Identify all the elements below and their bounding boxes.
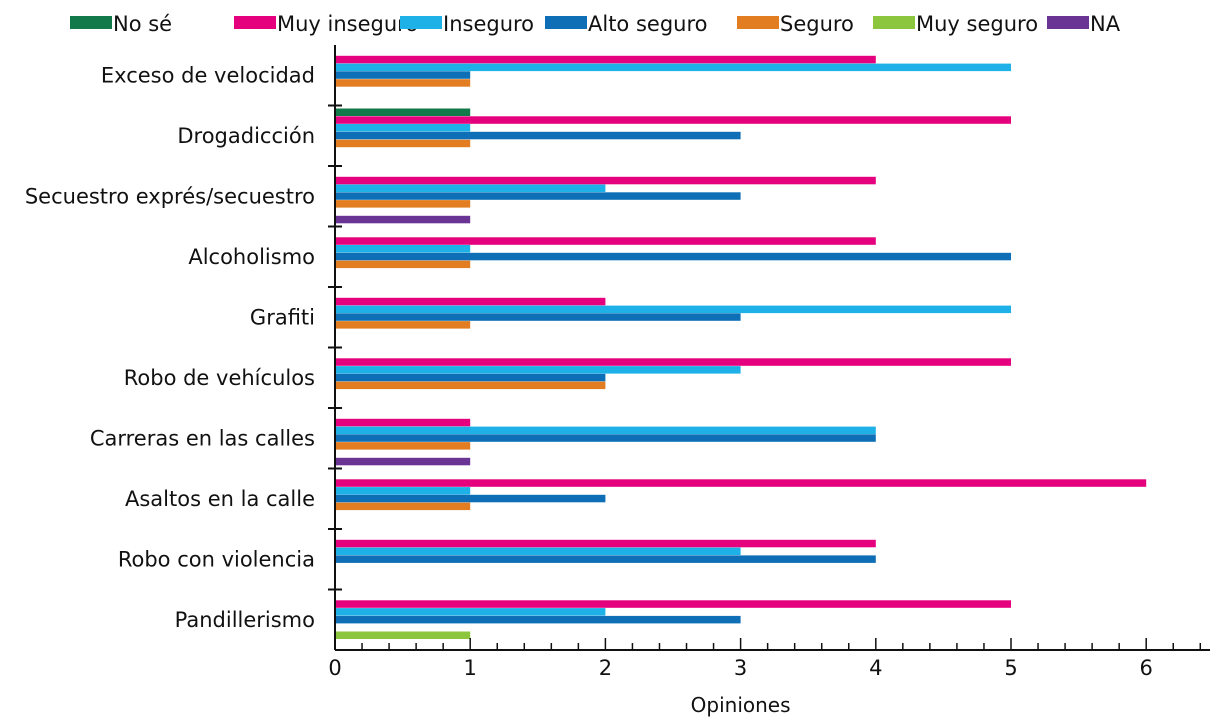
bar <box>335 487 471 495</box>
bar <box>335 131 741 140</box>
legend-swatch <box>70 16 112 29</box>
category-label: Alcoholismo <box>188 245 315 269</box>
legend-label: NA <box>1090 12 1121 36</box>
bar <box>335 502 471 511</box>
bar <box>335 245 471 253</box>
bar <box>335 200 471 208</box>
legend-label: Muy inseguro <box>277 12 418 36</box>
category-label: Pandillerismo <box>175 608 315 632</box>
x-tick-label: 4 <box>869 656 882 680</box>
bar <box>335 63 1011 72</box>
bar <box>335 457 471 466</box>
bar <box>335 494 606 503</box>
bar <box>335 418 471 427</box>
category-label: Drogadicción <box>177 124 315 148</box>
bar <box>335 139 471 148</box>
category-label: Secuestro exprés/secuestro <box>25 184 315 208</box>
bar <box>335 124 471 132</box>
bar <box>335 381 606 390</box>
legend-label: Inseguro <box>443 12 534 36</box>
bar <box>335 547 741 556</box>
bar <box>335 366 741 374</box>
bar <box>335 442 471 450</box>
bar <box>335 184 606 192</box>
category-labels: Exceso de velocidad Drogadicción Secuestro… <box>25 63 342 632</box>
bar <box>335 479 1147 487</box>
legend-swatch <box>1047 16 1089 29</box>
bar <box>335 615 741 624</box>
bar <box>335 79 471 87</box>
legend-label: No sé <box>113 12 172 36</box>
legend-swatch <box>400 16 442 29</box>
bar <box>335 426 876 435</box>
category-label: Robo de vehículos <box>124 366 315 390</box>
legend-label: Alto seguro <box>588 12 707 36</box>
bar <box>335 116 1011 124</box>
ticks: 0 1 2 3 4 5 6 <box>328 638 1202 680</box>
bar <box>335 71 471 79</box>
bar <box>335 434 876 442</box>
legend-swatch <box>234 16 276 29</box>
bar <box>335 252 1011 261</box>
bar <box>335 600 1011 608</box>
x-tick-label: 5 <box>1004 656 1017 680</box>
x-axis-title: Opiniones <box>691 693 791 717</box>
x-tick-label: 0 <box>328 656 341 680</box>
bar <box>335 55 876 64</box>
bar <box>335 305 1011 314</box>
legend-swatch <box>737 16 779 29</box>
bar <box>335 260 471 269</box>
category-label: Asaltos en la calle <box>125 487 315 511</box>
bar <box>335 192 741 200</box>
x-tick-label: 6 <box>1140 656 1153 680</box>
bar <box>335 297 606 306</box>
legend-swatch <box>545 16 587 29</box>
bar <box>335 176 876 185</box>
bar <box>335 539 876 548</box>
bar <box>335 108 471 116</box>
bars <box>335 55 1147 639</box>
legend-label: Seguro <box>780 12 854 36</box>
bar <box>335 358 1011 366</box>
x-tick-label: 1 <box>464 656 477 680</box>
category-label: Grafiti <box>250 305 315 329</box>
bar <box>335 237 876 245</box>
legend: No sé Muy inseguro Inseguro Alto seguro Segu… <box>70 12 1121 36</box>
x-tick-label: 3 <box>734 656 747 680</box>
bar <box>335 608 606 616</box>
category-label: Carreras en las calles <box>90 426 315 450</box>
bar <box>335 313 741 321</box>
bar <box>335 215 471 224</box>
bar <box>335 373 606 382</box>
bar <box>335 555 876 563</box>
legend-swatch <box>873 16 915 29</box>
legend-label: Muy seguro <box>916 12 1038 36</box>
x-tick-label: 2 <box>599 656 612 680</box>
category-label: Robo con violencia <box>118 547 315 571</box>
bar <box>335 321 471 329</box>
category-label: Exceso de velocidad <box>101 63 315 87</box>
bar <box>335 631 471 639</box>
